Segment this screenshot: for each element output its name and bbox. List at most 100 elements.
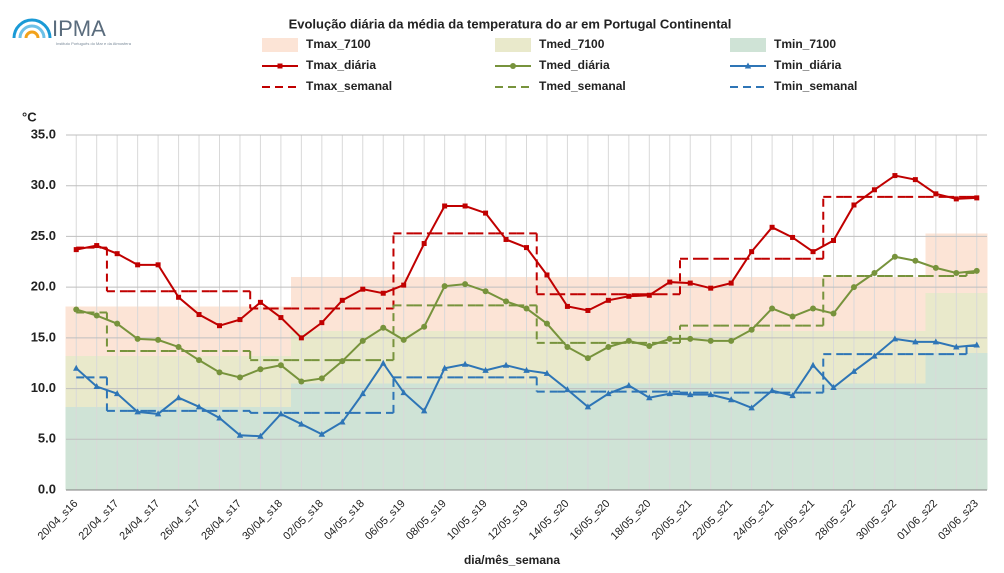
point-marker — [830, 310, 837, 317]
point-marker — [441, 364, 448, 371]
point-marker — [502, 361, 510, 368]
y-tick-label: 5.0 — [38, 431, 56, 446]
point-marker — [73, 306, 80, 313]
point-marker — [236, 374, 243, 381]
x-tick-label: 02/05_s18 — [281, 498, 326, 543]
x-tick-label: 28/04_s17 — [199, 498, 244, 543]
legend-item: Tmed_diária — [495, 58, 610, 72]
point-marker — [339, 358, 346, 365]
point-marker — [442, 203, 448, 209]
legend-swatch — [262, 38, 298, 52]
point-marker — [585, 307, 591, 313]
y-tick-label: 35.0 — [31, 126, 56, 141]
point-marker — [973, 267, 980, 274]
x-tick-label: 24/05_s21 — [731, 498, 776, 543]
point-marker — [94, 243, 100, 249]
point-marker — [217, 323, 222, 329]
point-marker — [871, 269, 878, 276]
point-marker — [564, 386, 571, 393]
point-marker — [196, 312, 202, 318]
point-marker — [114, 251, 120, 257]
legend-swatch — [495, 38, 531, 52]
y-tick-label: 25.0 — [31, 228, 56, 243]
point-marker — [400, 389, 407, 396]
legend-swatch — [730, 38, 766, 52]
x-tick-label: 18/05_s20 — [609, 498, 654, 543]
point-marker — [810, 305, 817, 312]
logo-text: IPMA — [52, 16, 106, 41]
legend-item: Tmax_7100 — [262, 37, 371, 52]
point-marker — [298, 420, 305, 427]
point-marker — [891, 335, 899, 342]
chart-title: Evolução diária da média da temperatura … — [289, 16, 732, 31]
point-marker — [584, 403, 592, 410]
point-marker — [400, 336, 407, 343]
legend-label: Tmin_diária — [774, 58, 842, 72]
point-marker — [810, 249, 816, 255]
point-marker — [667, 279, 673, 285]
x-tick-label: 08/05_s19 — [404, 498, 449, 543]
logo-subtext: Instituto Português do Mar e da Atmosfer… — [56, 41, 132, 46]
point-marker — [932, 338, 940, 345]
point-marker — [933, 191, 939, 197]
point-marker — [871, 352, 878, 359]
point-marker — [462, 203, 468, 209]
point-marker — [298, 335, 304, 341]
point-marker — [708, 285, 714, 291]
legend-marker — [510, 63, 516, 69]
x-tick-label: 30/05_s22 — [854, 498, 899, 543]
point-marker — [850, 367, 858, 374]
point-marker — [605, 297, 611, 303]
point-marker — [543, 369, 551, 376]
point-marker — [625, 337, 632, 344]
point-marker — [339, 297, 345, 303]
point-marker — [277, 362, 284, 369]
point-marker — [831, 237, 836, 243]
point-marker — [441, 283, 448, 290]
legend-item: Tmax_semanal — [262, 79, 392, 93]
point-marker — [789, 313, 796, 320]
point-marker — [749, 249, 755, 255]
x-tick-label: 24/04_s17 — [117, 498, 162, 543]
point-marker — [93, 312, 100, 319]
point-marker — [646, 342, 653, 349]
point-marker — [605, 343, 612, 350]
point-marker — [503, 298, 510, 305]
point-marker — [584, 355, 591, 362]
point-marker — [605, 390, 612, 397]
x-tick-label: 22/05_s21 — [691, 498, 736, 543]
legend-marker — [744, 62, 752, 69]
point-marker — [769, 224, 775, 230]
point-marker — [113, 390, 121, 397]
point-marker — [871, 187, 877, 193]
legend-item: Tmin_7100 — [730, 37, 836, 52]
y-axis-label: °C — [22, 109, 37, 124]
point-marker — [319, 320, 325, 326]
point-marker — [912, 338, 919, 345]
point-marker — [625, 382, 633, 389]
point-marker — [277, 410, 285, 417]
point-marker — [360, 286, 366, 292]
point-marker — [298, 378, 305, 385]
x-tick-label: 26/04_s17 — [158, 498, 203, 543]
point-marker — [666, 390, 673, 397]
point-marker — [666, 335, 673, 342]
point-marker — [973, 341, 980, 348]
x-tick-label: 16/05_s20 — [568, 498, 613, 543]
point-marker — [421, 323, 428, 330]
point-marker — [134, 408, 141, 415]
legend-label: Tmed_semanal — [539, 79, 626, 93]
point-marker — [483, 210, 489, 216]
point-marker — [176, 294, 182, 300]
x-tick-label: 06/05_s19 — [363, 498, 408, 543]
point-marker — [524, 245, 529, 251]
point-marker — [93, 383, 100, 390]
point-marker — [891, 253, 898, 260]
point-marker — [318, 375, 325, 382]
point-marker — [482, 288, 489, 295]
y-tick-label: 15.0 — [31, 329, 56, 344]
point-marker — [687, 280, 693, 286]
y-tick-label: 0.0 — [38, 481, 56, 496]
y-tick-label: 20.0 — [31, 279, 56, 294]
point-marker — [974, 195, 980, 201]
